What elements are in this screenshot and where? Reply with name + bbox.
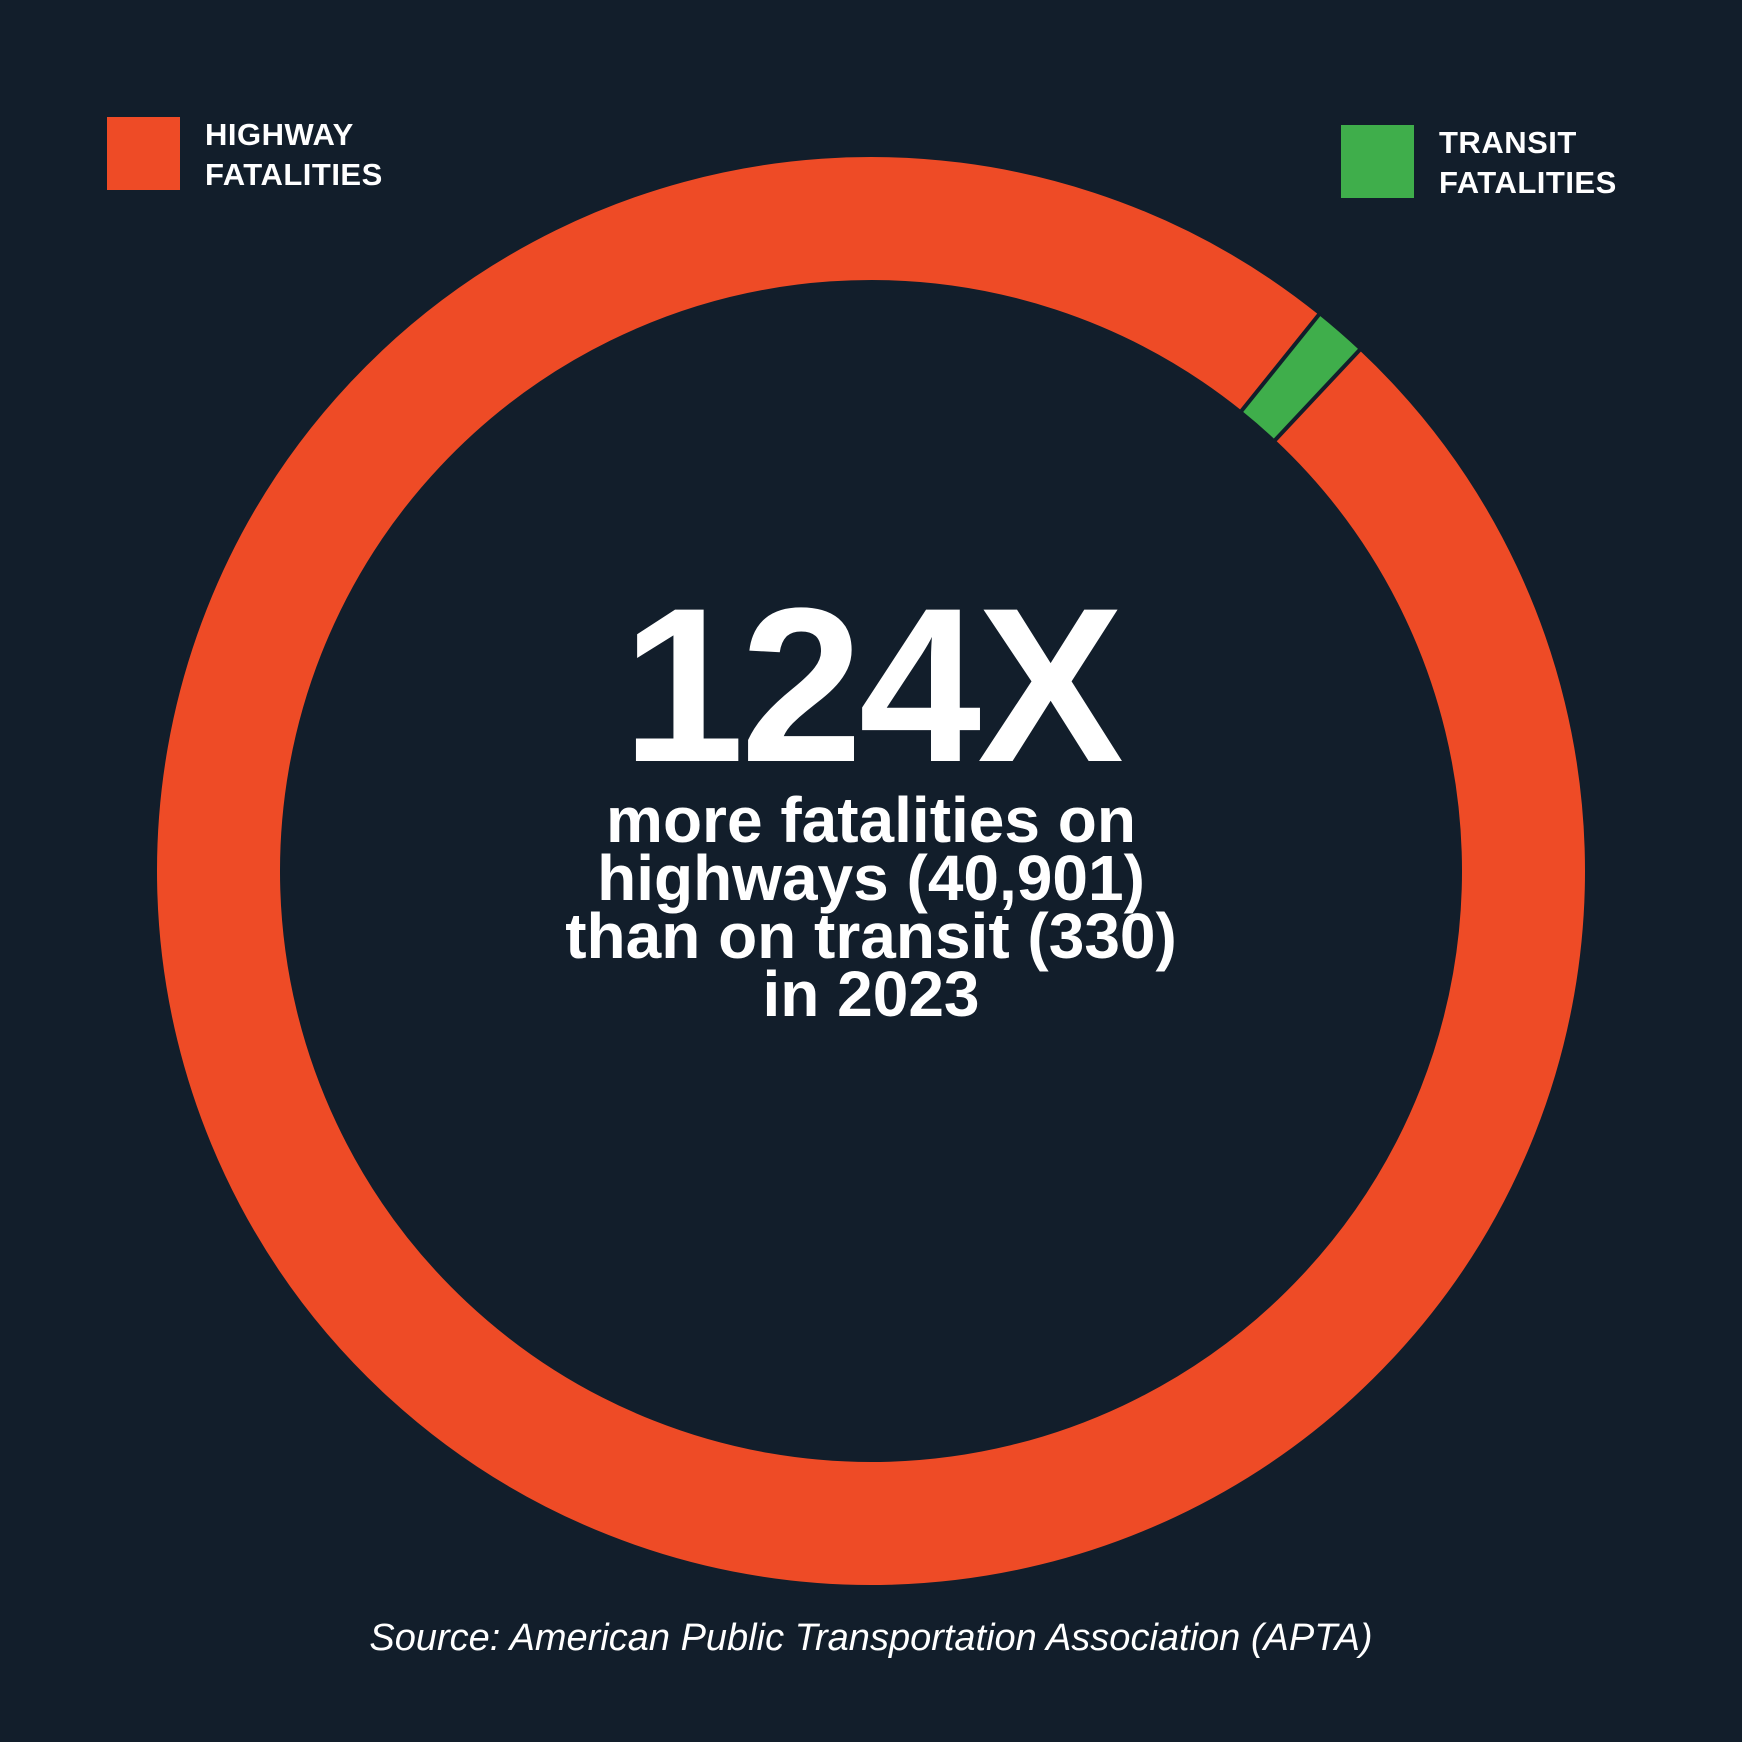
center-annotation: 124X more fatalities on highways (40,901… (421, 562, 1321, 1030)
legend-highway: HIGHWAY FATALITIES (107, 117, 425, 195)
legend-label-highway: HIGHWAY FATALITIES (205, 115, 425, 195)
legend-swatch-transit (1341, 125, 1414, 198)
legend-highway-line2: FATALITIES (205, 157, 383, 192)
annotation-line-2: highways (40,901) (597, 842, 1145, 914)
annotation-text: more fatalities on highways (40,901) tha… (421, 784, 1321, 1030)
source-citation: Source: American Public Transportation A… (369, 1617, 1373, 1659)
donut-separator-1 (1272, 347, 1363, 443)
annotation-line-1: more fatalities on (606, 784, 1136, 856)
legend-transit-line2: FATALITIES (1439, 165, 1617, 200)
legend-transit-line1: TRANSIT (1439, 125, 1577, 160)
legend-transit: TRANSIT FATALITIES (1341, 125, 1659, 203)
legend-label-transit: TRANSIT FATALITIES (1439, 123, 1659, 203)
annotation-line-4: in 2023 (762, 958, 980, 1030)
legend-highway-line1: HIGHWAY (205, 117, 354, 152)
headline-multiplier: 124X (622, 562, 1124, 808)
donut-separator-2 (1238, 312, 1322, 414)
legend-swatch-highway (107, 117, 180, 190)
annotation-line-3: than on transit (330) (565, 900, 1177, 972)
